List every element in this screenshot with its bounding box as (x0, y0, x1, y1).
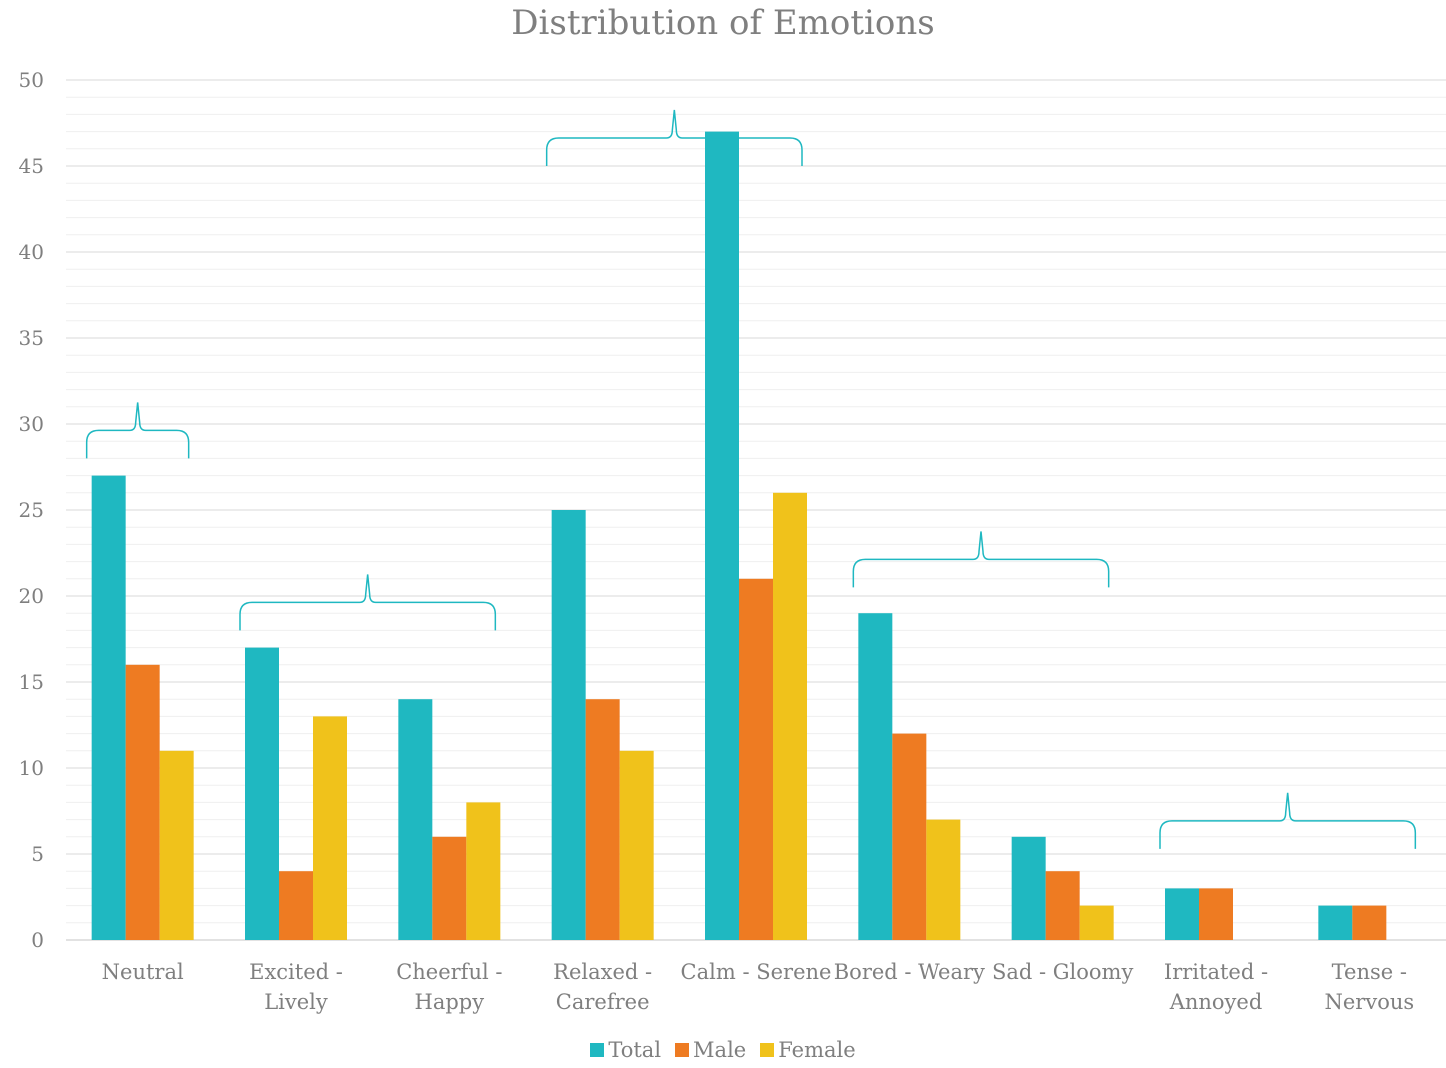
legend-swatch (590, 1043, 605, 1057)
bar-male (1199, 888, 1233, 940)
bar-male (1045, 871, 1080, 940)
bar-total (1318, 905, 1353, 940)
x-tick-label: Nervous (1325, 990, 1415, 1014)
bar-female (313, 716, 347, 940)
brace-annotation (85, 402, 190, 459)
x-tick-label: Relaxed - (553, 960, 652, 984)
y-tick-label: 25 (19, 498, 44, 522)
y-tick-label: 45 (19, 154, 44, 178)
y-tick-label: 50 (19, 68, 44, 92)
y-tick-label: 30 (19, 412, 44, 436)
x-tick-label: Happy (415, 990, 485, 1014)
y-tick-label: 40 (19, 240, 44, 264)
bar-total (91, 475, 126, 940)
bar-total (398, 699, 433, 940)
x-tick-label: Tense - (1332, 960, 1407, 984)
bar-total (1165, 888, 1199, 940)
bar-total (705, 131, 739, 941)
legend: Total Male Female (0, 1038, 1446, 1062)
legend-item-total: Total (590, 1038, 661, 1062)
brace-annotations (85, 109, 1417, 849)
x-tick-label: Sad - Gloomy (992, 960, 1133, 984)
bar-male (739, 578, 773, 940)
bar-female (926, 819, 961, 940)
legend-item-male: Male (675, 1038, 746, 1062)
x-tick-label: Excited - (249, 960, 343, 984)
bar-female (1079, 905, 1114, 940)
brace-annotation (852, 531, 1110, 588)
y-tick-label: 5 (31, 842, 44, 866)
x-tick-label: Neutral (102, 960, 184, 984)
bar-male (892, 733, 927, 940)
x-tick-label: Irritated - (1164, 960, 1268, 984)
legend-swatch (675, 1043, 690, 1057)
bar-male (125, 664, 160, 940)
x-tick-label: Cheerful - (396, 960, 502, 984)
bar-female (159, 750, 194, 940)
y-tick-label: 0 (31, 928, 44, 952)
brace-annotation (545, 109, 803, 166)
bar-male (1352, 905, 1387, 940)
x-tick-label: Bored - Weary (834, 960, 985, 984)
x-tick-label: Calm - Serene (681, 960, 832, 984)
y-axis-ticks: 0 5 10 15 20 25 30 35 40 45 50 (19, 68, 44, 952)
legend-swatch (760, 1043, 775, 1057)
brace-annotation (1159, 792, 1417, 849)
y-tick-label: 15 (19, 670, 44, 694)
y-tick-label: 20 (19, 584, 44, 608)
x-tick-label: Annoyed (1169, 990, 1263, 1014)
x-axis-ticks: Neutral Excited - Lively Cheerful - Happy Rel… (102, 960, 1415, 1014)
y-tick-label: 35 (19, 326, 44, 350)
y-tick-label: 10 (19, 756, 44, 780)
x-tick-label: Lively (264, 990, 328, 1014)
bar-total (858, 613, 893, 940)
bar-female (619, 750, 654, 940)
bar-male (279, 871, 313, 940)
legend-label: Total (608, 1038, 662, 1062)
bar-total (551, 510, 586, 940)
bar-total (1011, 836, 1046, 940)
bar-female (466, 802, 501, 940)
x-tick-label: Carefree (556, 990, 650, 1014)
brace-annotation (239, 574, 497, 631)
legend-label: Male (693, 1038, 747, 1062)
chart-title: Distribution of Emotions (511, 3, 935, 43)
bar-male (432, 836, 467, 940)
bar-female (773, 492, 807, 940)
legend-label: Female (778, 1038, 856, 1062)
bar-total (245, 647, 279, 940)
bar-male (585, 699, 620, 940)
bars (91, 131, 1387, 941)
legend-item-female: Female (760, 1038, 856, 1062)
